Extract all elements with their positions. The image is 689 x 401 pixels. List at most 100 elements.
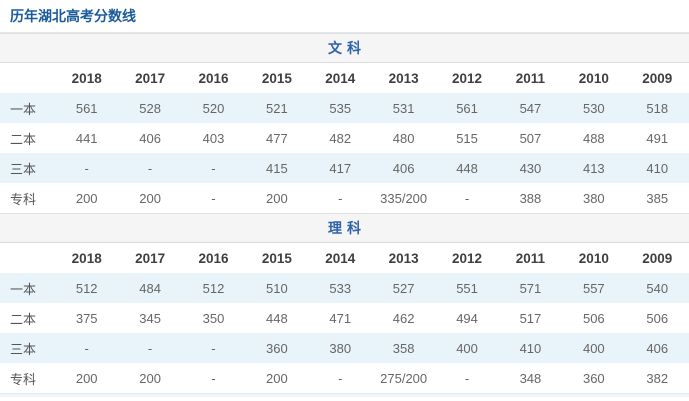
score-cell: 348 — [519, 370, 542, 386]
page-title[interactable]: 历年湖北高考分数线 — [10, 8, 136, 24]
score-cell: 200 — [75, 190, 98, 206]
row-label: 三本 — [10, 341, 37, 357]
score-cell: 512 — [202, 280, 225, 296]
year-header-cell: 2009 — [625, 243, 689, 273]
year-header-cell: 2015 — [245, 243, 309, 273]
score-cell: 360 — [266, 340, 288, 356]
row-label: 一本 — [10, 101, 37, 117]
score-cell: 200 — [139, 190, 161, 206]
score-cell: 406 — [392, 160, 415, 176]
score-cell: 506 — [582, 310, 605, 326]
year-header-cell: 2016 — [181, 243, 246, 273]
score-cell: 375 — [75, 310, 98, 326]
row-label: 二本 — [10, 131, 37, 147]
score-cell: - — [211, 190, 216, 206]
table-row: 一本 561 528 520 521 535 531 561 547 530 518 — [0, 93, 689, 123]
score-cell: 410 — [519, 340, 542, 356]
score-cell: 507 — [519, 130, 542, 146]
score-cell: 512 — [75, 280, 98, 296]
score-cell: - — [211, 370, 216, 386]
score-cell: 448 — [266, 310, 288, 326]
score-cell: 518 — [646, 100, 669, 116]
score-cell: 360 — [582, 370, 605, 386]
table-row: 二本 375 345 350 448 471 462 494 517 506 506 — [0, 303, 689, 333]
table-row: 专科 200 200 - 200 - 275/200 - 348 360 382 — [0, 363, 689, 393]
year-header-cell: 2015 — [245, 63, 309, 93]
section-header: 文科 — [0, 33, 689, 63]
score-cell: 527 — [392, 280, 415, 296]
score-cell: 517 — [519, 310, 542, 326]
score-cell: 417 — [329, 160, 352, 176]
score-cell: 200 — [266, 370, 288, 386]
score-cell: 557 — [582, 280, 605, 296]
score-cell: 571 — [519, 280, 542, 296]
year-header-cell: 2012 — [435, 243, 499, 273]
score-cell: 515 — [456, 130, 478, 146]
year-header-cell: 2010 — [562, 63, 626, 93]
score-cell: 482 — [329, 130, 352, 146]
score-cell: 350 — [202, 310, 225, 326]
row-label: 二本 — [10, 311, 37, 327]
section-title: 理科 — [328, 220, 366, 236]
score-cell: 531 — [392, 100, 415, 116]
score-cell: 471 — [329, 310, 352, 326]
score-cell: 521 — [266, 100, 288, 116]
score-cell: 200 — [139, 370, 161, 386]
score-cell: 510 — [266, 280, 288, 296]
year-header-cell: 2017 — [118, 63, 182, 93]
section-header: 理科 — [0, 213, 689, 243]
score-cell: - — [338, 190, 343, 206]
score-cell: - — [84, 340, 89, 356]
score-cell: 410 — [646, 160, 669, 176]
year-header-cell: 2011 — [498, 63, 563, 93]
score-cell: 506 — [646, 310, 669, 326]
score-cell: 488 — [582, 130, 605, 146]
score-cell: 345 — [139, 310, 161, 326]
row-label: 三本 — [10, 161, 37, 177]
year-header-cell: 2016 — [181, 63, 246, 93]
table-row: 三本 - - - 360 380 358 400 410 400 406 — [0, 333, 689, 363]
year-header-cell: 2014 — [308, 63, 372, 93]
score-cell: 415 — [266, 160, 288, 176]
score-cell: 335/200 — [380, 190, 428, 206]
corner-cell — [0, 243, 55, 273]
year-header-cell: 2018 — [55, 243, 119, 273]
score-cell: 494 — [456, 310, 478, 326]
score-table: 2018 2017 2016 2015 2014 2013 2012 2011 2010 2009… — [0, 63, 689, 213]
score-cell: 551 — [456, 280, 478, 296]
year-header-cell: 2009 — [625, 63, 689, 93]
score-cell: 528 — [139, 100, 161, 116]
score-cell: 561 — [456, 100, 478, 116]
score-cell: 400 — [582, 340, 605, 356]
score-cell: - — [464, 190, 470, 206]
bottom-divider — [0, 393, 689, 397]
year-header-cell: 2010 — [562, 243, 626, 273]
row-label: 专科 — [10, 371, 37, 387]
title-bar: 历年湖北高考分数线 — [0, 0, 689, 33]
score-cell: - — [338, 370, 343, 386]
score-cell: 535 — [329, 100, 352, 116]
score-cell: - — [211, 160, 216, 176]
year-header-cell: 2013 — [371, 63, 436, 93]
score-cell: 358 — [392, 340, 415, 356]
score-cell: 382 — [646, 370, 669, 386]
score-cell: 385 — [646, 190, 669, 206]
score-cell: 406 — [139, 130, 161, 146]
table-row: 二本 441 406 403 477 482 480 515 507 488 491 — [0, 123, 689, 153]
score-cell: 406 — [646, 340, 669, 356]
score-cell: 491 — [646, 130, 669, 146]
year-header-row: 2018 2017 2016 2015 2014 2013 2012 2011 2010 2009 — [0, 243, 689, 273]
score-cell: 413 — [582, 160, 605, 176]
score-table: 2018 2017 2016 2015 2014 2013 2012 2011 2010 2009… — [0, 243, 689, 393]
score-cell: 441 — [75, 130, 98, 146]
score-cell: - — [147, 340, 153, 356]
row-label: 专科 — [10, 191, 37, 207]
corner-cell — [0, 63, 55, 93]
score-cell: 530 — [582, 100, 605, 116]
row-label: 一本 — [10, 281, 37, 297]
score-cell: 388 — [519, 190, 542, 206]
table-row: 三本 - - - 415 417 406 448 430 413 410 — [0, 153, 689, 183]
score-cell: 380 — [582, 190, 605, 206]
year-header-cell: 2012 — [435, 63, 499, 93]
